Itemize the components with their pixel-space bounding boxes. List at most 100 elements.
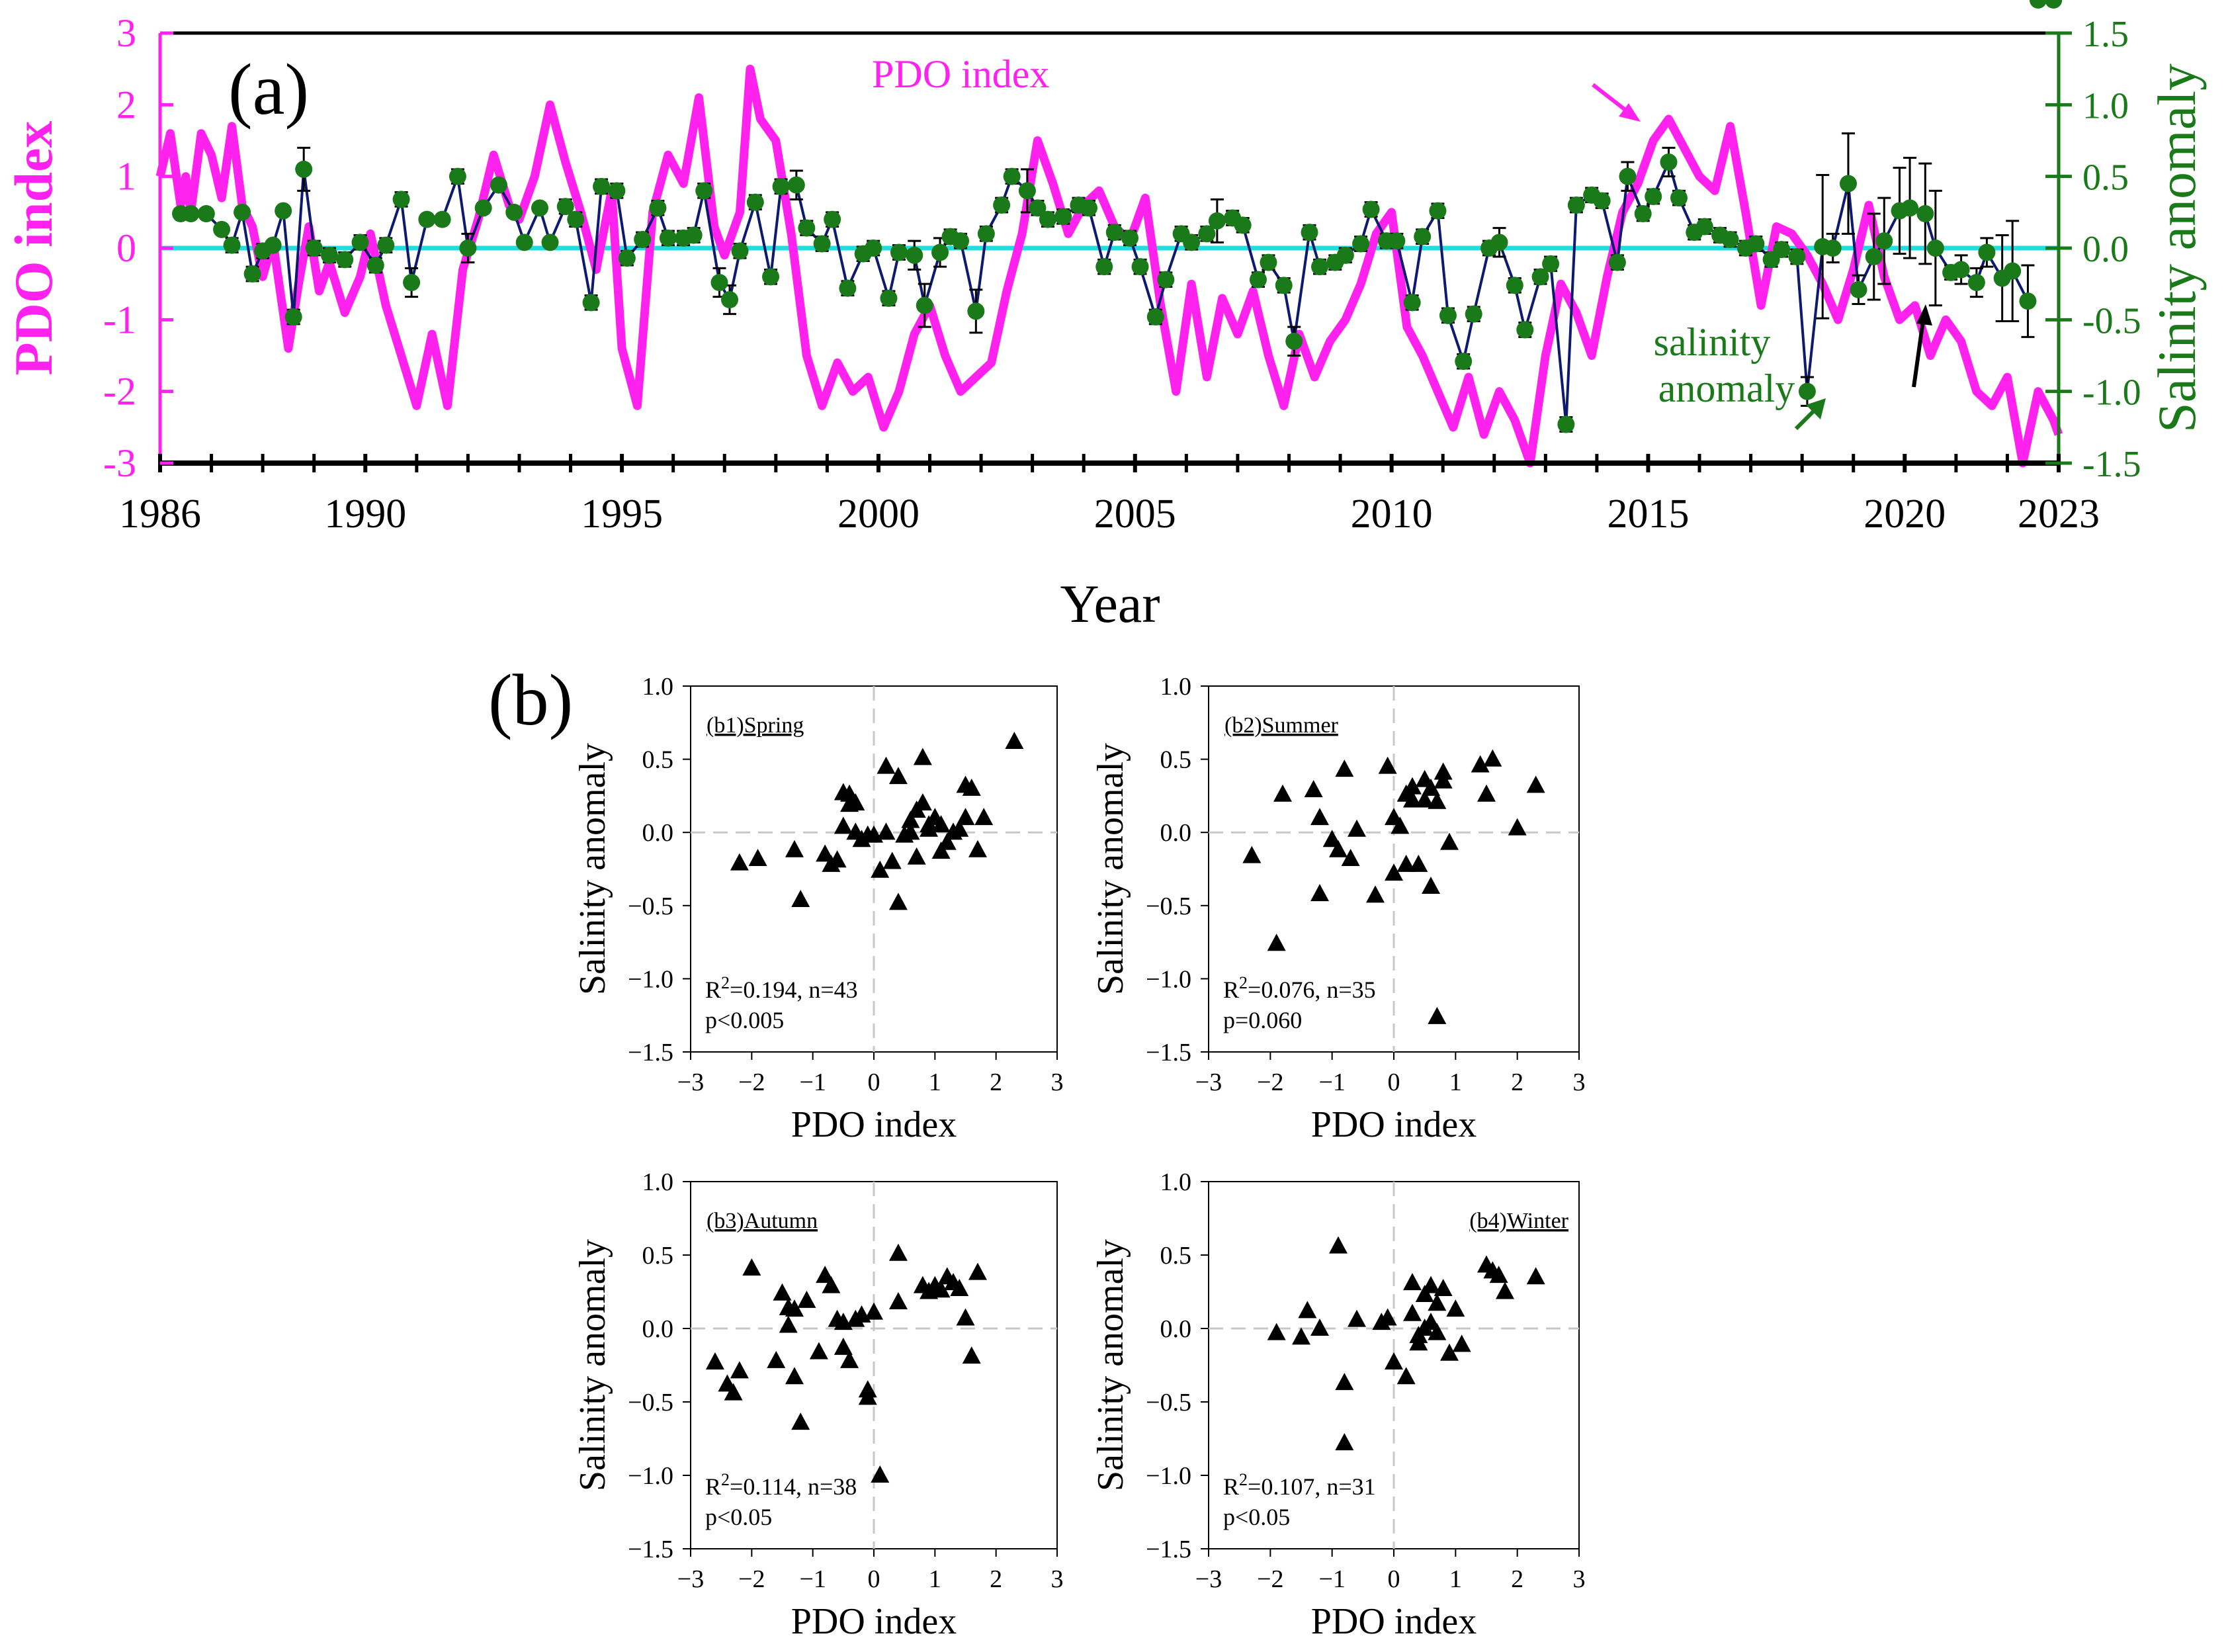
scatter-b2-data-point bbox=[1471, 755, 1490, 773]
scatter-b3-data-point bbox=[858, 1387, 877, 1405]
scatter-b2-data-point bbox=[1434, 771, 1453, 789]
scatter-b3-data-point bbox=[767, 1350, 786, 1368]
salinity-point bbox=[1619, 167, 1637, 185]
scatter-b4-data-point bbox=[1329, 1236, 1348, 1254]
scatter-b3-data-point bbox=[779, 1315, 798, 1333]
scatter-b2-data-point bbox=[1508, 818, 1527, 836]
left-y-tick-label: -2 bbox=[103, 370, 136, 413]
salinity-point bbox=[264, 236, 282, 254]
salinity-point bbox=[459, 239, 477, 257]
salinity-point bbox=[1029, 199, 1047, 217]
scatter-b2-x-tick-label: −3 bbox=[1195, 1068, 1222, 1096]
scatter-b1-y-tick-label: 1.0 bbox=[642, 673, 674, 701]
scatter-panel-summer: −3 −2 −1 0 1 2 3 1.0 0.5 0.0 −0.5 −1.0 −1.5 PDO index… bbox=[1090, 673, 1586, 1145]
scatter-b2-data-point bbox=[1378, 756, 1397, 774]
scatter-b2-data-point bbox=[1242, 846, 1262, 863]
right-y-tick-label: -0.5 bbox=[2082, 300, 2141, 341]
scatter-b3-data-point bbox=[724, 1383, 743, 1401]
scatter-b1-data-point bbox=[907, 847, 926, 865]
salinity-point bbox=[1670, 189, 1688, 207]
scatter-b4-data-point bbox=[1489, 1266, 1508, 1283]
salinity-point bbox=[1003, 167, 1021, 185]
scatter-panel-winter: −3 −2 −1 0 1 2 3 1.0 0.5 0.0 −0.5 −1.0 −1.5 PDO index… bbox=[1090, 1168, 1586, 1642]
scatter-b2-data-point bbox=[1434, 762, 1453, 780]
salinity-point bbox=[685, 226, 703, 244]
scatter-b2-y-tick-label: 0.5 bbox=[1160, 746, 1192, 774]
scatter-b2-r2-symbol: R bbox=[1223, 977, 1239, 1003]
salinity-point bbox=[1121, 229, 1139, 247]
scatter-b4-x-tick-label: −2 bbox=[1257, 1565, 1283, 1593]
salinity-point bbox=[1952, 261, 1970, 279]
scatter-b4-data-point bbox=[1428, 1293, 1447, 1311]
salinity-point bbox=[967, 302, 985, 320]
salinity-point bbox=[1403, 294, 1421, 312]
scatter-b1-r2-superscript: 2 bbox=[721, 973, 730, 992]
salinity-point bbox=[320, 246, 338, 264]
scatter-b3-r2-symbol: R bbox=[705, 1473, 721, 1500]
scatter-b1-y-tick-label: −1.0 bbox=[628, 965, 673, 993]
scatter-b1-y-tick-label: −1.5 bbox=[628, 1039, 673, 1066]
salinity-point bbox=[1080, 199, 1097, 217]
scatter-b3-data-point bbox=[742, 1258, 761, 1276]
salinity-point bbox=[1593, 192, 1611, 210]
salinity-point bbox=[787, 176, 805, 194]
salinity-point bbox=[1567, 196, 1585, 214]
scatter-b4-data-point bbox=[1422, 1313, 1440, 1330]
scatter-b3-data-point bbox=[730, 1361, 749, 1379]
salinity-annotation-line1: salinity bbox=[1654, 320, 1771, 364]
scatter-b1-data-point bbox=[974, 808, 994, 826]
salinity-point bbox=[634, 231, 652, 248]
salinity-point bbox=[531, 199, 548, 217]
salinity-point bbox=[798, 219, 816, 237]
scatter-b2-data-point bbox=[1422, 877, 1440, 894]
scatter-b1-data-point bbox=[791, 889, 810, 907]
salinity-point bbox=[243, 265, 261, 283]
scatter-b2-r2-value: =0.076, n=35 bbox=[1248, 977, 1376, 1003]
scatter-b3-data-point bbox=[816, 1266, 835, 1283]
panel-a-right-y-label: Salinity anomaly bbox=[2147, 64, 2207, 433]
left-y-tick-label: 3 bbox=[116, 11, 136, 55]
scatter-b2-data-point bbox=[1422, 778, 1440, 796]
salinity-point bbox=[182, 205, 200, 222]
salinity-point bbox=[197, 205, 215, 222]
salinity-annotation-arrow bbox=[1794, 407, 1818, 431]
right-y-tick-label: -1.0 bbox=[2082, 372, 2141, 413]
scatter-b1-data-point bbox=[901, 810, 920, 828]
scatter-b1-data-point bbox=[937, 832, 957, 850]
salinity-point bbox=[449, 167, 466, 185]
x-tick-label: 2020 bbox=[1864, 492, 1946, 537]
scatter-b3-data-point bbox=[956, 1308, 975, 1326]
salinity-point bbox=[1788, 248, 1806, 265]
salinity-point bbox=[392, 191, 410, 208]
panel-a-right-y-ticks: 1.5 1.0 0.5 0.0 -0.5 -1.0 -1.5 bbox=[2045, 14, 2141, 485]
scatter-b4-p-value: p<0.05 bbox=[1223, 1504, 1290, 1530]
scatter-b2-data-point bbox=[1396, 854, 1416, 872]
scatter-b4-data-point bbox=[1415, 1284, 1434, 1302]
scatter-b4-data-point bbox=[1440, 1343, 1459, 1361]
salinity-point bbox=[336, 251, 354, 269]
scatter-b2-data-point bbox=[1304, 780, 1323, 798]
salinity-point bbox=[556, 198, 574, 216]
scatter-b4-data-point bbox=[1452, 1334, 1471, 1352]
scatter-b4-r2-superscript: 2 bbox=[1239, 1470, 1248, 1489]
scatter-b1-data-point bbox=[748, 849, 767, 867]
scatter-b1-data-point bbox=[888, 892, 908, 910]
scatter-b3-x-label: PDO index bbox=[791, 1601, 957, 1642]
scatter-b2-data-point bbox=[1341, 849, 1360, 867]
scatter-b3-y-tick-label: −1.0 bbox=[628, 1462, 673, 1490]
scatter-b2-r2-superscript: 2 bbox=[1239, 973, 1248, 992]
scatter-b4-data-point bbox=[1396, 1367, 1416, 1385]
x-tick-label: 2010 bbox=[1351, 492, 1433, 537]
scatter-b1-data-point bbox=[877, 756, 896, 774]
scatter-b3-data-point bbox=[888, 1243, 908, 1261]
scatter-b2-data-point bbox=[1415, 790, 1434, 808]
salinity-point bbox=[1198, 225, 1216, 243]
salinity-point bbox=[1455, 353, 1473, 370]
scatter-b4-data-point bbox=[1434, 1279, 1453, 1297]
scatter-b3-y-label: Salinity anomaly bbox=[572, 1239, 613, 1491]
scatter-b4-x-tick-label: 2 bbox=[1511, 1565, 1523, 1593]
scatter-b4-x-tick-label: 3 bbox=[1573, 1565, 1586, 1593]
scatter-b4-data-point bbox=[1292, 1327, 1310, 1345]
panel-a-x-ticks: 1986 1990 1995 2000 2005 2010 2015 2020 2023 bbox=[119, 454, 2100, 537]
salinity-point bbox=[1824, 239, 1842, 257]
